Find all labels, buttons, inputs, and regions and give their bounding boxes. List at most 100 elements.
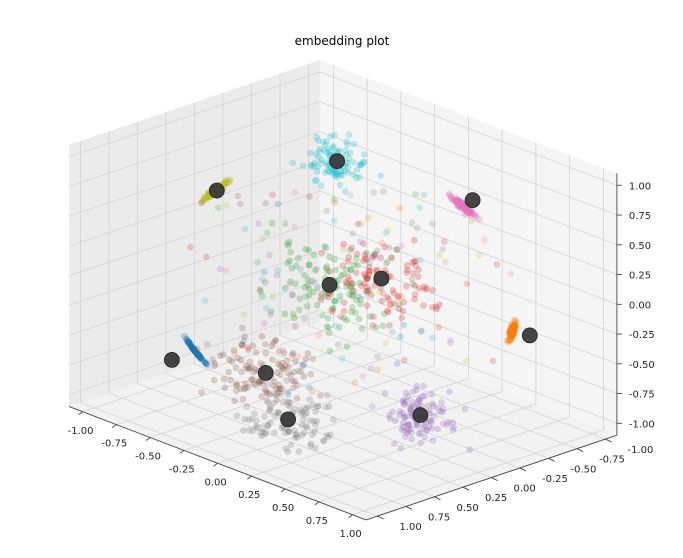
- data-point: [455, 199, 463, 206]
- x-tick-mark: [247, 475, 252, 480]
- data-point: [249, 427, 256, 435]
- data-point: [384, 293, 391, 301]
- data-point: [262, 200, 270, 207]
- data-point: [264, 380, 272, 387]
- data-point: [508, 333, 516, 341]
- data-point: [285, 428, 292, 435]
- data-point: [193, 345, 201, 353]
- data-point: [316, 145, 324, 153]
- data-point: [508, 325, 515, 333]
- data-point: [473, 213, 480, 220]
- data-point: [194, 351, 202, 359]
- data-point: [192, 349, 200, 356]
- data-point: [357, 161, 364, 169]
- data-point: [460, 202, 467, 209]
- data-point: [216, 265, 224, 273]
- data-point: [238, 342, 246, 349]
- data-point: [402, 413, 410, 420]
- data-point: [237, 385, 244, 393]
- data-point: [313, 301, 321, 309]
- data-point: [310, 163, 318, 170]
- y-tick-mark: [491, 477, 498, 481]
- data-point: [354, 220, 362, 228]
- data-point: [455, 202, 463, 209]
- data-point: [411, 291, 419, 298]
- data-point: [274, 369, 281, 376]
- data-point: [189, 344, 197, 352]
- data-point: [429, 303, 436, 311]
- data-point: [189, 345, 197, 352]
- data-point: [401, 433, 409, 441]
- data-point: [400, 298, 407, 306]
- data-point: [400, 356, 408, 364]
- data-point: [186, 339, 193, 346]
- data-point: [189, 345, 197, 352]
- data-point: [428, 390, 435, 398]
- data-point: [408, 429, 415, 436]
- data-point: [509, 326, 517, 334]
- grid-line: [319, 160, 618, 275]
- data-point: [277, 389, 285, 397]
- data-point: [510, 328, 517, 336]
- data-point: [196, 352, 204, 360]
- data-point: [330, 416, 337, 423]
- data-point: [281, 220, 289, 227]
- data-point: [349, 291, 357, 299]
- data-point: [348, 244, 356, 252]
- data-point: [292, 280, 299, 288]
- data-point: [273, 391, 280, 398]
- data-point: [326, 253, 333, 261]
- data-point: [461, 207, 468, 215]
- data-point: [466, 208, 474, 215]
- data-point: [202, 297, 209, 305]
- data-point: [370, 252, 377, 259]
- data-point: [344, 164, 352, 171]
- data-point: [403, 283, 410, 290]
- grid-line: [165, 373, 464, 488]
- data-point: [198, 199, 205, 207]
- data-point: [190, 346, 198, 354]
- data-point: [336, 292, 344, 300]
- data-point: [331, 131, 338, 139]
- data-point: [448, 194, 455, 201]
- x-tick-mark: [280, 488, 286, 493]
- data-point: [417, 439, 424, 447]
- data-point: [339, 242, 347, 250]
- data-point: [512, 324, 519, 332]
- data-point: [413, 382, 421, 390]
- data-point: [224, 179, 232, 187]
- centroid-marker: [208, 182, 225, 199]
- data-point: [210, 376, 218, 384]
- y-tick-mark: [605, 438, 612, 443]
- data-point: [506, 328, 514, 336]
- x-tick-label: 0.75: [306, 516, 328, 527]
- data-point: [405, 420, 413, 428]
- data-point: [187, 341, 194, 349]
- data-point: [365, 259, 373, 267]
- data-point: [435, 323, 443, 331]
- data-point: [457, 202, 465, 210]
- data-point: [347, 266, 355, 273]
- data-point: [507, 326, 515, 334]
- data-point: [198, 198, 206, 205]
- data-point: [507, 336, 515, 343]
- data-point: [189, 344, 196, 352]
- data-point: [509, 325, 517, 332]
- data-point: [197, 354, 204, 362]
- data-point: [338, 171, 346, 179]
- data-point: [187, 244, 194, 251]
- data-point: [192, 349, 200, 357]
- data-point: [331, 297, 339, 305]
- data-point: [275, 389, 282, 397]
- data-point: [233, 381, 240, 389]
- data-point: [343, 343, 351, 350]
- data-point: [270, 390, 278, 398]
- x-tick-mark: [179, 450, 185, 454]
- data-point: [356, 161, 364, 168]
- data-point: [506, 328, 514, 336]
- data-point: [435, 252, 443, 259]
- centroid-marker: [329, 153, 346, 170]
- data-point: [331, 199, 339, 207]
- data-point: [469, 210, 477, 217]
- data-point: [428, 418, 436, 426]
